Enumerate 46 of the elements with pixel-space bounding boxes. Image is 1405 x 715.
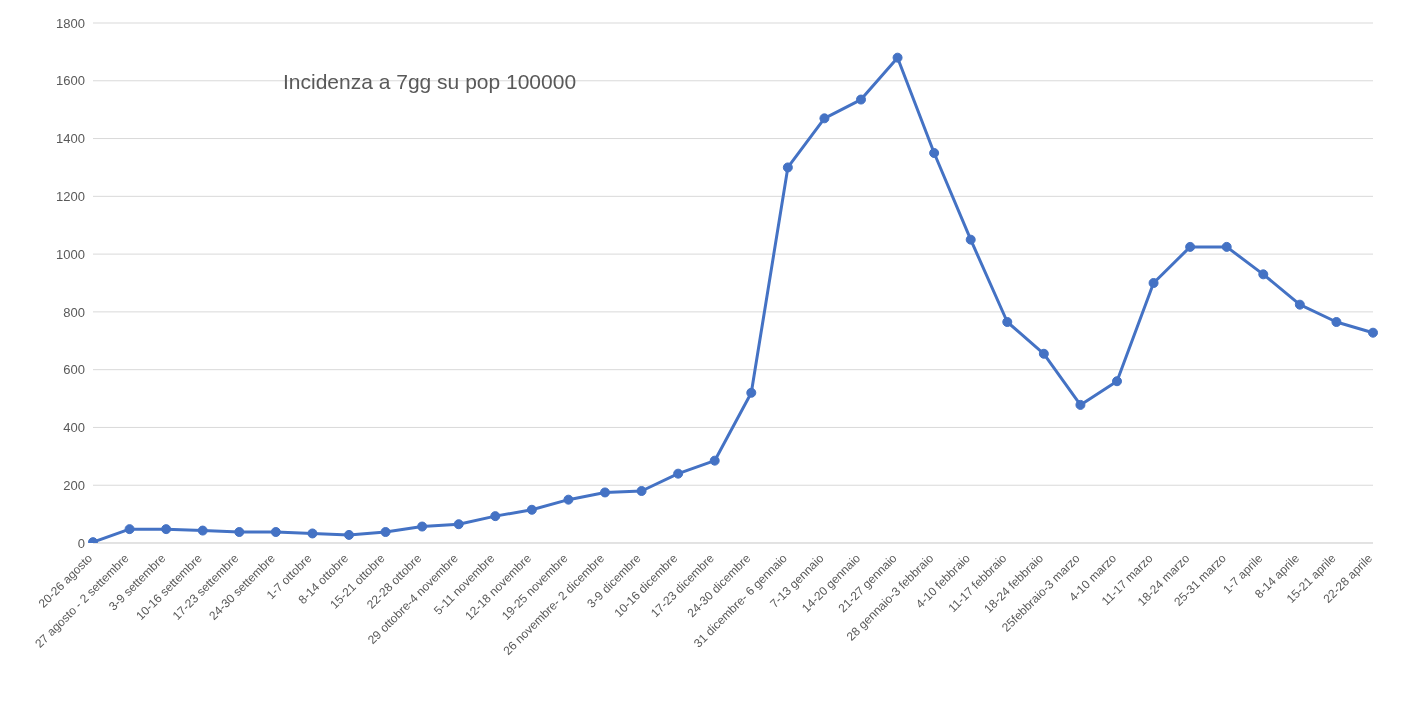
point [490,511,501,522]
point [563,494,574,505]
point [1258,269,1269,280]
point [417,521,428,532]
point [124,524,135,535]
point [1368,327,1378,338]
point [709,455,720,466]
point [526,504,537,515]
point [1221,241,1232,252]
point [380,527,391,538]
point [270,527,281,538]
y-tick-label: 0 [77,535,85,551]
point [197,525,208,536]
y-tick-label: 1800 [56,15,85,31]
point [1002,317,1013,327]
point [453,519,464,530]
point [234,527,245,538]
point [1148,278,1159,288]
y-tick-label: 1000 [56,246,85,262]
point [1185,241,1196,252]
y-tick-label: 1600 [56,73,85,89]
point [307,528,318,539]
y-tick-label: 1200 [56,188,85,204]
point [1038,348,1049,359]
point [746,387,757,398]
point [1294,299,1305,310]
point [782,162,793,173]
point [673,468,684,479]
y-tick-label: 1400 [56,131,85,147]
point [161,524,172,535]
point [1331,317,1342,327]
point [819,113,830,124]
point [929,148,940,158]
point [1112,376,1122,387]
point [1075,399,1086,410]
y-tick-label: 600 [63,362,85,378]
point [965,234,976,245]
point [344,529,354,540]
y-tick-label: 800 [63,304,85,320]
point [600,487,610,498]
y-tick-label: 400 [63,420,85,436]
text: Incidenza a 7gg su pop 100000 [283,70,577,94]
y-tick-label: 200 [63,477,85,493]
point [636,486,647,496]
point [892,52,903,63]
point [856,94,866,105]
